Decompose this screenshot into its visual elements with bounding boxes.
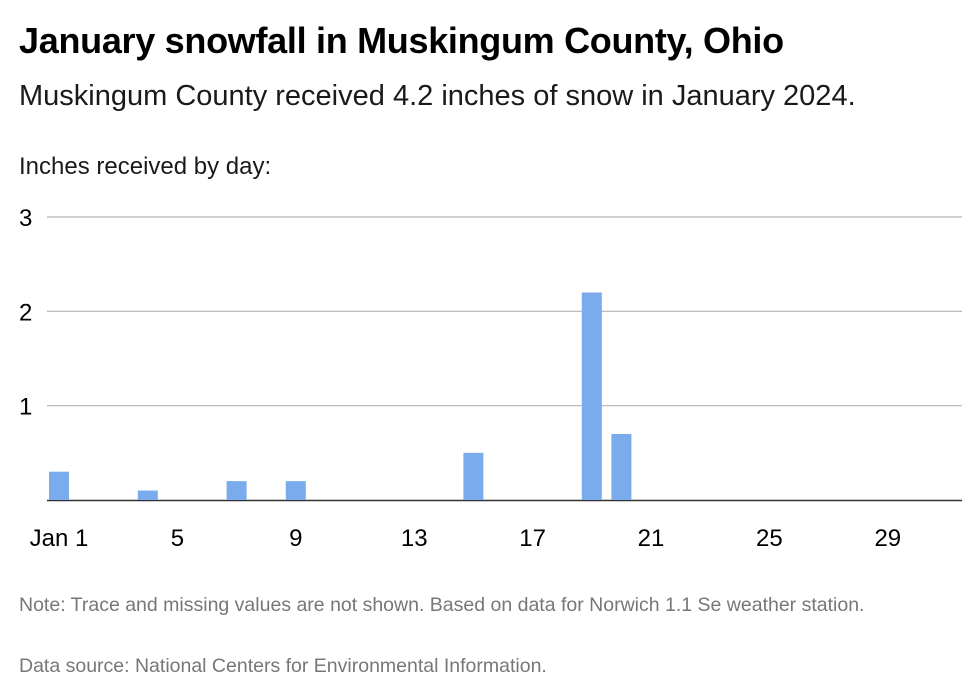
- bar: [463, 452, 484, 500]
- y-tick-label: 3: [19, 205, 32, 232]
- y-tick-labels: 1 2 3: [19, 205, 32, 421]
- bar-chart: 1 2 3 Jan 1 5 9 13 17 21 25 29: [19, 205, 962, 552]
- gridlines: [47, 216, 962, 502]
- chart-title: January snowfall in Muskingum County, Oh…: [19, 20, 784, 61]
- y-tick-label: 1: [19, 394, 32, 421]
- y-axis-caption: Inches received by day:: [19, 153, 272, 180]
- bar: [49, 471, 69, 500]
- x-tick-label: 17: [519, 525, 546, 552]
- bar: [137, 490, 158, 500]
- bars: [49, 292, 632, 500]
- bar: [226, 481, 247, 500]
- bar: [581, 292, 602, 500]
- x-tick-label: 13: [401, 525, 428, 552]
- data-source: Data source: National Centers for Enviro…: [19, 655, 547, 677]
- x-tick-label: 29: [874, 525, 901, 552]
- footnote: Note: Trace and missing values are not s…: [19, 594, 865, 616]
- y-tick-label: 2: [19, 299, 32, 326]
- x-tick-label: 9: [289, 525, 302, 552]
- bar: [611, 433, 632, 500]
- x-tick-labels: Jan 1 5 9 13 17 21 25 29: [30, 525, 902, 552]
- x-tick-label: 25: [756, 525, 783, 552]
- x-tick-label: 5: [171, 525, 184, 552]
- x-tick-label: Jan 1: [30, 525, 89, 552]
- x-tick-label: 21: [638, 525, 665, 552]
- bar: [285, 481, 306, 500]
- chart-subtitle: Muskingum County received 4.2 inches of …: [19, 80, 856, 112]
